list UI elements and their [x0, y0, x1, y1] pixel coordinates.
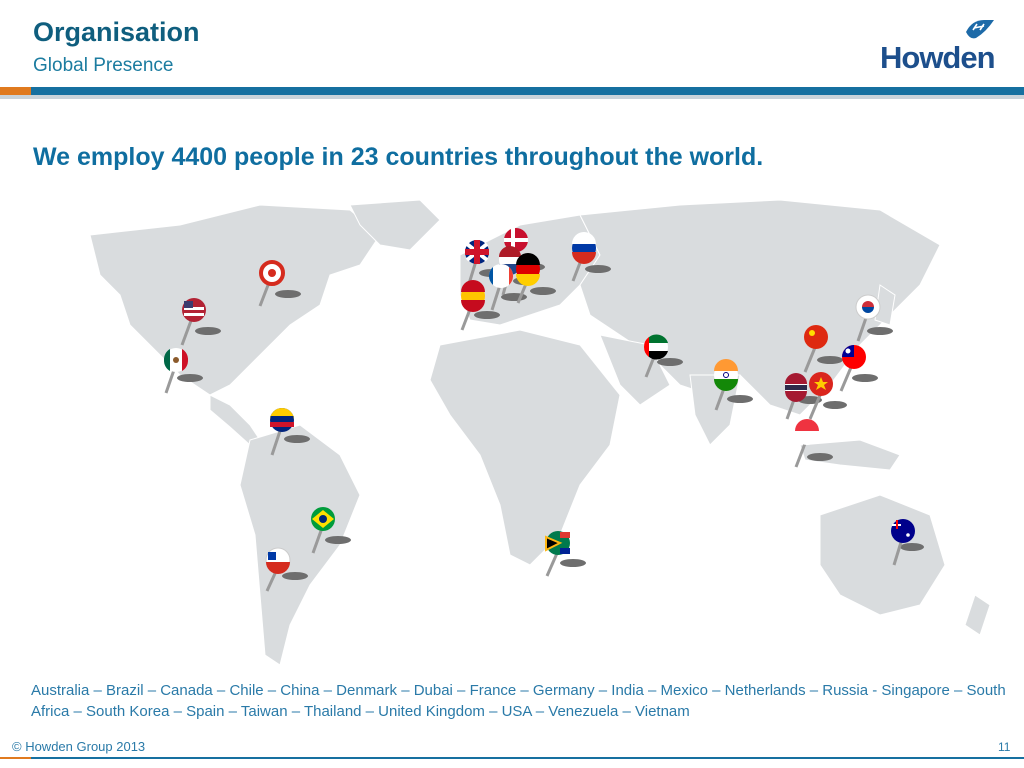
footer-copyright: © Howden Group 2013	[12, 739, 146, 754]
mexico-flag-pin[interactable]	[163, 348, 203, 394]
southeast-asia-islands	[799, 439, 901, 471]
page-title: Organisation	[33, 17, 200, 47]
header-rule-grey	[0, 95, 1024, 99]
header-accent-orange	[0, 87, 31, 95]
howden-logo: Howden	[880, 18, 998, 78]
south-africa-flag-pin[interactable]	[545, 531, 586, 577]
header-rule-blue	[31, 87, 1024, 95]
usa-flag-pin[interactable]	[180, 298, 221, 346]
australia-flag-pin[interactable]	[891, 519, 924, 566]
new-zealand-landmass	[964, 594, 991, 636]
greenland-landmass	[349, 199, 441, 251]
china-flag-pin[interactable]	[803, 325, 843, 373]
chile-flag-pin[interactable]	[265, 547, 308, 592]
south-korea-flag-pin[interactable]	[855, 294, 893, 342]
canada-flag-pin[interactable]	[258, 260, 301, 307]
world-map	[89, 199, 991, 666]
germany-flag-pin[interactable]	[516, 253, 556, 304]
singapore-flag-pin[interactable]	[794, 419, 833, 468]
footer-accent-orange	[0, 757, 31, 759]
russia-flag-pin[interactable]	[571, 232, 611, 282]
headline: We employ 4400 people in 23 countries th…	[33, 143, 764, 171]
page-number: 11	[998, 740, 1011, 754]
united-kingdom-flag-pin[interactable]	[465, 240, 505, 288]
brazil-flag-pin[interactable]	[311, 507, 351, 554]
dubai-flag-pin[interactable]	[643, 334, 683, 378]
howden-logo-icon	[966, 20, 994, 39]
footer-rule	[0, 757, 1024, 759]
logo-text: Howden	[880, 40, 996, 75]
page-subtitle: Global Presence	[33, 55, 174, 76]
venezuela-flag-pin[interactable]	[270, 408, 310, 456]
vietnam-flag-pin[interactable]	[808, 372, 847, 420]
thailand-flag-pin[interactable]	[785, 373, 822, 420]
africa-landmass	[429, 329, 621, 566]
country-list: Australia – Brazil – Canada – Chile – Ch…	[31, 682, 1006, 720]
australia-landmass	[819, 494, 946, 616]
taiwan-flag-pin[interactable]	[839, 345, 878, 392]
south-america-landmass	[239, 424, 361, 666]
spain-flag-pin[interactable]	[460, 280, 500, 331]
central-america-landmass	[209, 394, 261, 446]
india-flag-pin[interactable]	[714, 359, 753, 411]
north-america-landmass	[89, 204, 381, 396]
